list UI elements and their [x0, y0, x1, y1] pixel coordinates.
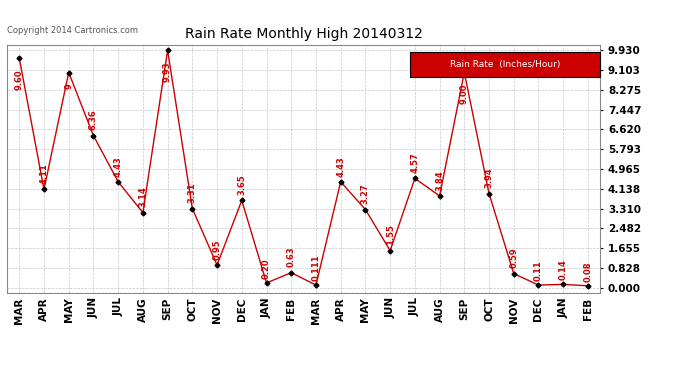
Text: 3.14: 3.14 [139, 187, 148, 207]
Text: 0.59: 0.59 [509, 248, 518, 268]
Text: 9.00: 9.00 [460, 83, 469, 104]
Text: 4.57: 4.57 [411, 152, 420, 173]
Text: 9.60: 9.60 [14, 69, 23, 90]
Text: 3.84: 3.84 [435, 170, 444, 190]
Text: 0.63: 0.63 [287, 247, 296, 267]
Text: 0.95: 0.95 [213, 239, 221, 260]
Text: 9.93: 9.93 [163, 61, 172, 81]
Text: 0.11: 0.11 [534, 260, 543, 281]
Text: Rain Rate  (Inches/Hour): Rain Rate (Inches/Hour) [450, 60, 560, 69]
Text: 9: 9 [64, 83, 73, 89]
Text: 0.08: 0.08 [584, 261, 593, 282]
Text: 0.14: 0.14 [559, 260, 568, 280]
Text: 0.20: 0.20 [262, 258, 271, 279]
Title: Rain Rate Monthly High 20140312: Rain Rate Monthly High 20140312 [185, 27, 422, 41]
Text: 4.11: 4.11 [39, 163, 48, 184]
Text: 4.43: 4.43 [114, 156, 123, 177]
Text: 6.36: 6.36 [89, 110, 98, 130]
Text: 3.27: 3.27 [361, 184, 370, 204]
Text: Copyright 2014 Cartronics.com: Copyright 2014 Cartronics.com [7, 26, 138, 35]
Text: 3.65: 3.65 [237, 174, 246, 195]
Text: 0.111: 0.111 [311, 254, 320, 281]
Text: 4.43: 4.43 [336, 156, 345, 177]
Text: 3.94: 3.94 [484, 168, 493, 188]
Text: 1.55: 1.55 [386, 225, 395, 245]
Text: 3.31: 3.31 [188, 183, 197, 203]
FancyBboxPatch shape [411, 53, 600, 77]
